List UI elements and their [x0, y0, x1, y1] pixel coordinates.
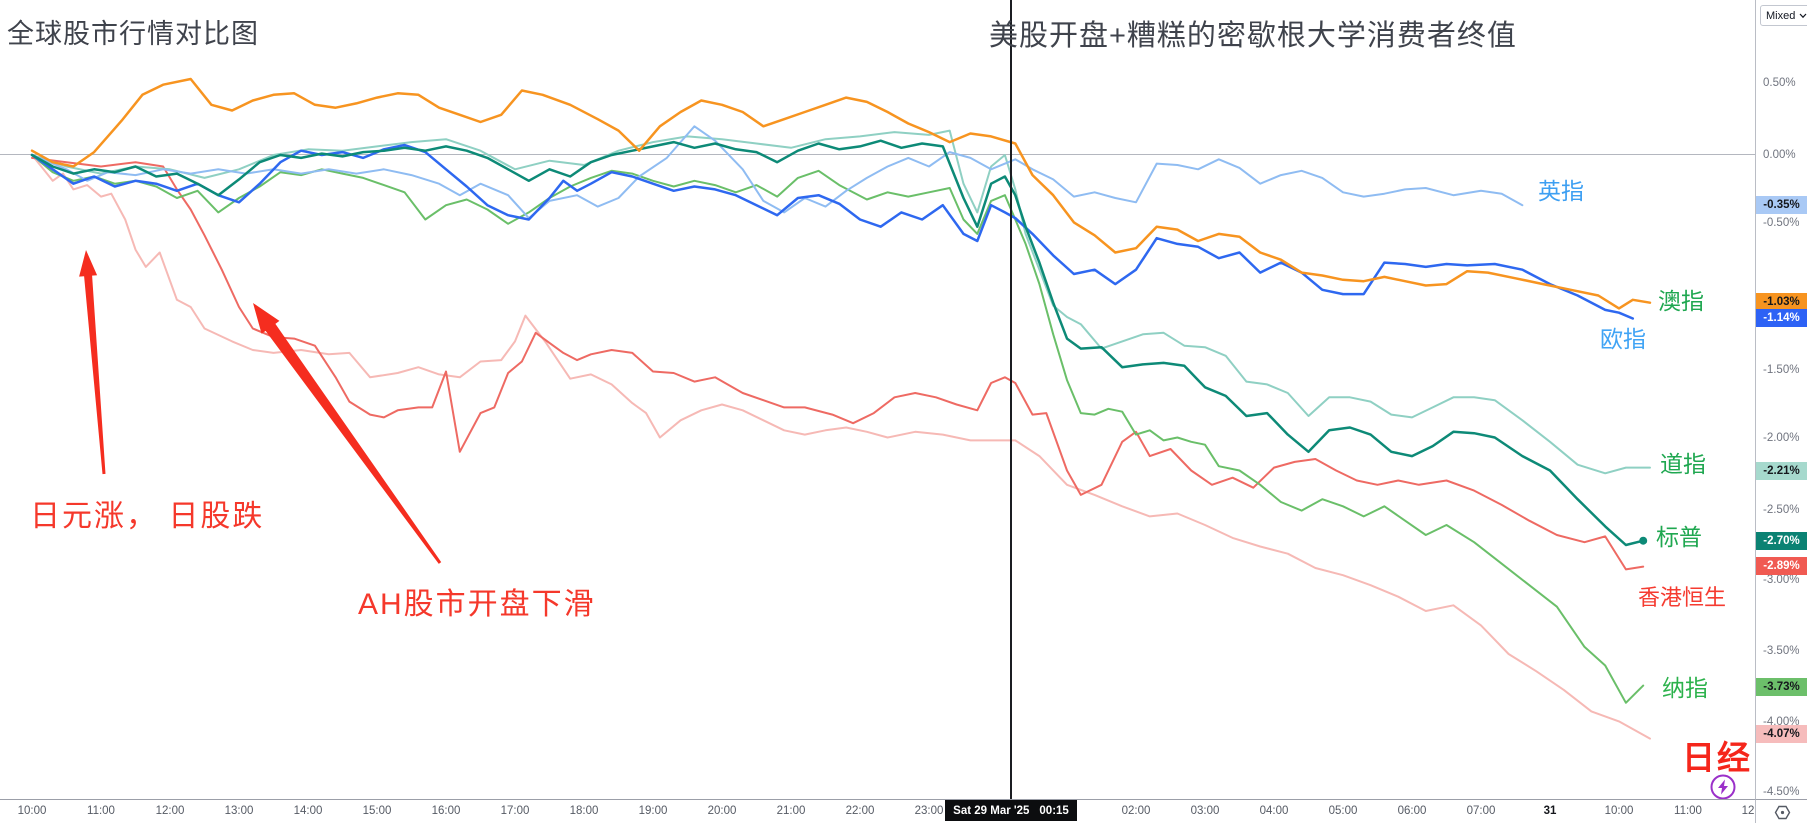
axis-settings-icon[interactable] [1774, 804, 1791, 821]
time-axis-tick: 10:00 [1604, 805, 1634, 817]
zero-percent-gridline [0, 154, 1755, 155]
y-axis-tick: 0.50% [1763, 77, 1796, 89]
y-axis-tick: -3.50% [1763, 645, 1800, 657]
time-axis-tick: 07:00 [1466, 805, 1496, 817]
series-line-dow[interactable] [31, 129, 1651, 475]
series-end-dot-sp500 [1639, 536, 1648, 545]
y-axis-tick: -2.50% [1763, 504, 1800, 516]
y-axis-tick: -1.50% [1763, 364, 1800, 376]
annotation-nikkei-label[interactable]: 日经 [1682, 739, 1752, 776]
annotation-ah-open-note[interactable]: AH股市开盘下滑 [358, 588, 596, 621]
chart-plot-area[interactable] [0, 0, 1755, 799]
time-axis-tick: 15:00 [362, 805, 392, 817]
series-label-sp500[interactable]: 标普 [1656, 524, 1702, 550]
annotation-yen-note[interactable]: 日元涨， 日股跌 [30, 500, 265, 533]
time-axis-tick: 16:00 [431, 805, 461, 817]
series-line-uk[interactable] [31, 125, 1524, 220]
crosshair-date: Sat 29 Mar '25 [953, 804, 1030, 817]
time-axis-tick: 10:00 [17, 805, 47, 817]
y-axis-tick: -2.00% [1763, 432, 1800, 444]
crosshair-time-badge: Sat 29 Mar '25 00:15 [945, 800, 1077, 821]
time-axis[interactable]: 10:00 11:00 12:00 13:00 14:00 15:00 16:00 17:00… [0, 799, 1755, 823]
price-badge--2.70%: -2.70% [1756, 532, 1807, 550]
time-axis-tick: 13:00 [224, 805, 254, 817]
time-axis-tick: 31 [1543, 805, 1557, 817]
time-axis-tick: 20:00 [707, 805, 737, 817]
time-axis-tick: 05:00 [1328, 805, 1358, 817]
price-badge--2.21%: -2.21% [1756, 462, 1807, 480]
time-axis-tick: 02:00 [1121, 805, 1151, 817]
chevron-down-icon [1799, 13, 1807, 18]
series-label-nasdaq[interactable]: 纳指 [1662, 675, 1708, 701]
time-axis-tick: 18:00 [569, 805, 599, 817]
series-line-australia[interactable] [30, 77, 1652, 310]
y-axis-tick: -4.50% [1763, 786, 1800, 798]
series-line-hangseng[interactable] [31, 156, 1645, 571]
time-axis-tick: 22:00 [845, 805, 875, 817]
crosshair-time: 00:15 [1039, 804, 1069, 817]
time-axis-tick: 04:00 [1259, 805, 1289, 817]
series-line-nikkei[interactable] [31, 154, 1651, 740]
y-axis-tick: -3.00% [1763, 574, 1800, 586]
time-axis-tick: 06:00 [1397, 805, 1427, 817]
time-axis-tick: 12:00 [1741, 805, 1755, 817]
time-axis-tick: 03:00 [1190, 805, 1220, 817]
time-axis-tick: 23:00 [914, 805, 944, 817]
series-label-australia[interactable]: 澳指 [1658, 288, 1704, 314]
time-axis-tick: 12:00 [155, 805, 185, 817]
price-badge--4.07%: -4.07% [1756, 725, 1807, 743]
mixed-scale-button[interactable]: Mixed [1760, 5, 1807, 26]
right-chart-title: 美股开盘+糟糕的密歇根大学消费者终值 [989, 20, 1517, 52]
time-axis-tick: 11:00 [1674, 805, 1702, 817]
time-axis-tick: 17:00 [500, 805, 530, 817]
series-line-europe[interactable] [30, 143, 1635, 320]
series-line-sp500[interactable] [30, 139, 1645, 547]
axis-corner [1755, 799, 1807, 823]
series-label-europe[interactable]: 欧指 [1600, 326, 1646, 352]
time-axis-tick: 11:00 [87, 805, 115, 817]
y-axis-tick: -0.50% [1763, 217, 1800, 229]
time-axis-tick: 14:00 [293, 805, 323, 817]
left-chart-title: 全球股市行情对比图 [7, 19, 259, 49]
price-badge--0.35%: -0.35% [1756, 196, 1807, 214]
mixed-scale-label: Mixed [1766, 9, 1796, 22]
time-axis-tick: 21:00 [776, 805, 806, 817]
price-axis[interactable]: Mixed 0.50% 0.00% -0.50% -1.50% -2.00% -2.50%… [1755, 0, 1807, 799]
series-label-uk[interactable]: 英指 [1538, 178, 1584, 204]
crosshair-vertical-line[interactable] [1010, 0, 1012, 799]
series-label-hangseng[interactable]: 香港恒生 [1638, 585, 1727, 610]
price-badge--3.73%: -3.73% [1756, 678, 1807, 696]
price-badge--2.89%: -2.89% [1756, 557, 1807, 575]
price-badge--1.03%: -1.03% [1756, 293, 1807, 311]
lightning-bolt-icon[interactable] [1709, 773, 1737, 801]
yen-up-arrow[interactable] [79, 250, 106, 475]
price-badge--1.14%: -1.14% [1756, 309, 1807, 327]
ah-open-arrow[interactable] [253, 303, 442, 564]
series-label-dow[interactable]: 道指 [1660, 451, 1706, 477]
y-axis-tick: 0.00% [1763, 149, 1796, 161]
time-axis-tick: 19:00 [638, 805, 668, 817]
